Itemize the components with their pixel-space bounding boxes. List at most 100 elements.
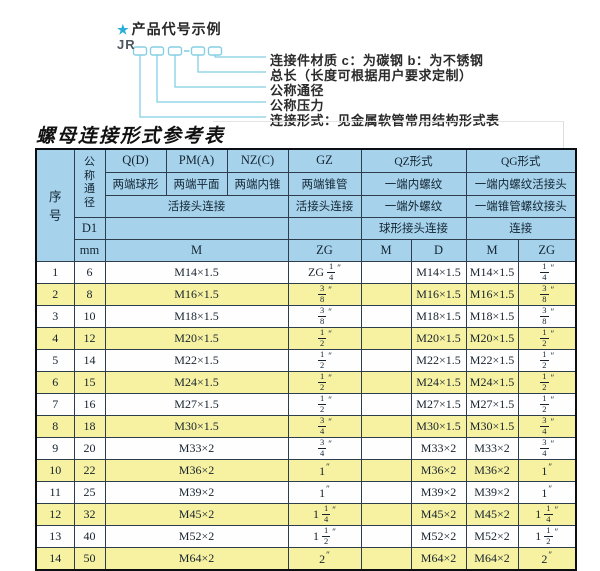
leader-line — [214, 55, 266, 58]
cell-qg_m: M20×1.5 — [465, 326, 519, 350]
header-qz-connection: 球形接头连接 — [360, 216, 467, 240]
cell-mm: 50 — [73, 546, 106, 570]
cell-mm: 14 — [73, 348, 106, 372]
cell-mm: 22 — [73, 458, 106, 482]
cell-qz_m — [360, 480, 412, 504]
cell-mm: 20 — [73, 436, 106, 460]
cell-m: M64×2 — [104, 546, 289, 570]
cell-qz_m — [360, 436, 412, 460]
cell-seq: 13 — [35, 524, 75, 548]
cell-qz_d: M64×2 — [410, 546, 467, 570]
cell-m: M30×1.5 — [104, 414, 289, 438]
cell-qz_d: M24×1.5 — [410, 370, 467, 394]
cell-m: M27×1.5 — [104, 392, 289, 416]
cell-seq: 4 — [35, 326, 75, 350]
header-qg-form: QG形式 — [465, 148, 577, 173]
cell-m: M36×2 — [104, 458, 289, 482]
header-m: M — [104, 238, 289, 262]
header-pm-sub: 两端平面 — [165, 171, 228, 196]
cell-qg_zg: 1 2 ″ — [517, 326, 577, 350]
cell-mm: 15 — [73, 370, 106, 394]
header-qg-m: M — [465, 238, 519, 262]
cell-gz: 3 4 ″ — [287, 414, 362, 438]
cell-qz_m — [360, 370, 412, 394]
cell-qz_m — [360, 414, 412, 438]
header-empty-cell — [104, 216, 289, 240]
table-row: 13 40 M52×2 1 1 2 ″ M52×2 M52×2 1 1 2 ″ — [35, 524, 577, 548]
cell-qz_d: M20×1.5 — [410, 326, 467, 350]
cell-seq: 1 — [35, 260, 75, 284]
table-row: 12 32 M45×2 1 1 4 ″ M45×2 M45×2 1 1 4 ″ — [35, 502, 577, 526]
code-label-nominal-pressure: 公称压力 — [270, 98, 325, 113]
header-qg-sub: 一端内螺纹活接头 — [465, 171, 577, 196]
cell-gz: 1 2 ″ — [287, 392, 362, 416]
cell-seq: 9 — [35, 436, 75, 460]
page-title: 螺母连接形式参考表 — [36, 125, 226, 147]
cell-qg_m: M22×1.5 — [465, 348, 519, 372]
header-empty-cell — [287, 216, 362, 240]
cell-qg_zg: 3 8 ″ — [517, 282, 577, 306]
cell-qg_zg: 1 2 ″ — [517, 392, 577, 416]
cell-qg_zg: 3 4 ″ — [517, 414, 577, 438]
cell-gz: 3 8 ″ — [287, 304, 362, 328]
cell-mm: 25 — [73, 480, 106, 504]
cell-m: M39×2 — [104, 480, 289, 504]
cell-mm: 6 — [73, 260, 106, 284]
cell-qg_m: M33×2 — [465, 436, 519, 460]
header-gz-connection: 活接头连接 — [287, 194, 362, 218]
cell-qg_m: M24×1.5 — [465, 370, 519, 394]
code-label-total-length: 总长（长度可根据用户要求定制） — [270, 68, 473, 83]
table-row: 10 22 M36×2 1″ M36×2 M36×2 1″ — [35, 458, 577, 482]
code-box — [167, 46, 183, 56]
cell-qg_m: M45×2 — [465, 502, 519, 526]
cell-m: M16×1.5 — [104, 282, 289, 306]
cell-gz: 2″ — [287, 546, 362, 570]
header-qg-connection: 连接 — [465, 216, 577, 240]
cell-qz_d: M22×1.5 — [410, 348, 467, 372]
cell-qg_zg: 1 1 4 ″ — [517, 502, 577, 526]
code-example-label: 产品代号示例 — [131, 21, 222, 37]
code-box — [207, 46, 223, 56]
header-zg: ZG — [287, 238, 362, 262]
cell-qz_d: M39×2 — [410, 480, 467, 504]
cell-gz: 3 8 ″ — [287, 282, 362, 306]
cell-qg_zg: 1″ — [517, 458, 577, 482]
scan-artifact-line — [213, 121, 564, 149]
header-qz-sub2: 一端外螺纹 — [360, 194, 467, 218]
code-prefix: JR — [117, 37, 136, 52]
cell-qz_m — [360, 502, 412, 526]
header-pm: PM(A) — [165, 148, 228, 173]
cell-qg_zg: 1 4 ″ — [517, 260, 577, 284]
header-qz-m: M — [360, 238, 412, 262]
cell-qg_m: M39×2 — [465, 480, 519, 504]
header-qg-zg: ZG — [517, 238, 577, 262]
cell-qz_m — [360, 326, 412, 350]
header-d1: D1 — [73, 216, 106, 240]
header-union-connection: 活接头连接 — [104, 194, 289, 218]
cell-seq: 12 — [35, 502, 75, 526]
cell-qz_d: M30×1.5 — [410, 414, 467, 438]
cell-qz_m — [360, 260, 412, 284]
header-gz: GZ — [287, 148, 362, 173]
cell-qz_m — [360, 458, 412, 482]
cell-gz: 1 2 ″ — [287, 348, 362, 372]
cell-qz_m — [360, 304, 412, 328]
cell-qg_m: M18×1.5 — [465, 304, 519, 328]
header-qz-d: D — [410, 238, 467, 262]
header-nominal-diameter: 公称通径 — [73, 148, 106, 218]
cell-qg_zg: 3 8 ″ — [517, 304, 577, 328]
table-row: 4 12 M20×1.5 1 2 ″ M20×1.5 M20×1.5 1 2 ″ — [35, 326, 577, 350]
cell-mm: 32 — [73, 502, 106, 526]
cell-qz_d: M52×2 — [410, 524, 467, 548]
cell-qz_m — [360, 392, 412, 416]
cell-qg_zg: 3 4 ″ — [517, 436, 577, 460]
cell-qz_d: M16×1.5 — [410, 282, 467, 306]
table-header: 序号 公称通径 Q(D) PM(A) NZ(C) GZ QZ形式 QG形式 两端… — [35, 148, 577, 262]
cell-gz: 1 2 ″ — [287, 326, 362, 350]
cell-gz: 1 1 4 ″ — [287, 502, 362, 526]
cell-m: M22×1.5 — [104, 348, 289, 372]
cell-qz_d: M33×2 — [410, 436, 467, 460]
product-code-diagram: ★ 产品代号示例 JR 连接件材质 c：为碳钢 b：为不锈钢 总长（长度可根据用户… — [0, 0, 600, 149]
header-seq: 序号 — [35, 148, 75, 262]
cell-gz: 1 2 ″ — [287, 370, 362, 394]
